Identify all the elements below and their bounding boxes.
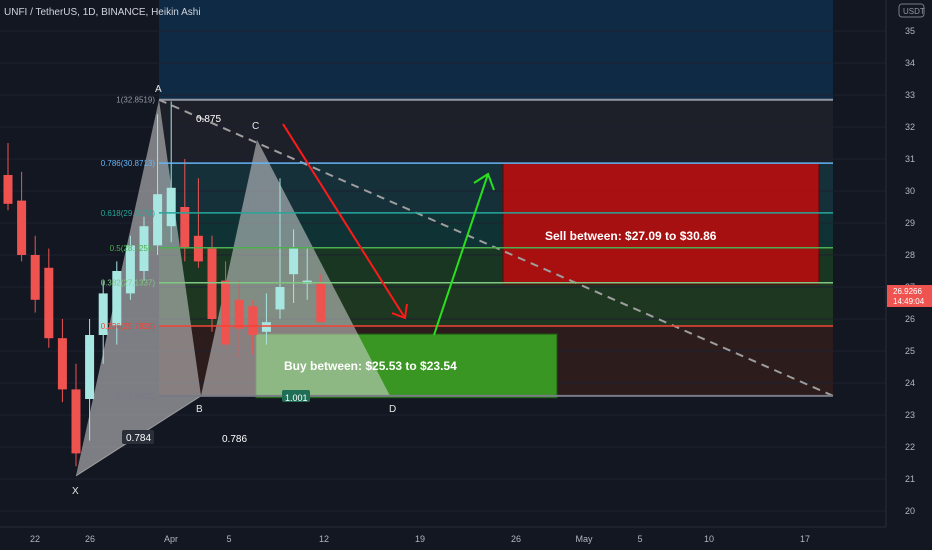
candle-body bbox=[3, 175, 13, 204]
time-axis[interactable]: 22 26 Apr 5 12 19 26 May 5 10 17 bbox=[30, 534, 810, 544]
fib-level-label: 0.618(29.3174) bbox=[101, 209, 156, 218]
candle-body bbox=[17, 200, 27, 255]
candle-body bbox=[180, 207, 190, 249]
ratio-box bbox=[122, 430, 154, 444]
fib-level-label: 0.786(30.8713) bbox=[101, 159, 156, 168]
price-tick-label: 23 bbox=[905, 410, 915, 420]
time-tick-label: 10 bbox=[704, 534, 714, 544]
current-price-tag bbox=[887, 285, 932, 307]
candle-body bbox=[85, 335, 95, 399]
price-tick-label: 32 bbox=[905, 122, 915, 132]
candle-body bbox=[234, 299, 244, 329]
price-tick-label: 20 bbox=[905, 506, 915, 516]
candle-body bbox=[139, 226, 149, 271]
candles bbox=[3, 101, 326, 467]
time-tick-label: Apr bbox=[164, 534, 178, 544]
time-tick-label: 5 bbox=[226, 534, 231, 544]
point-a-label: A bbox=[155, 84, 162, 95]
candle-body bbox=[316, 283, 326, 323]
currency-badge[interactable] bbox=[898, 3, 925, 18]
price-tick-label: 22 bbox=[905, 442, 915, 452]
candle-body bbox=[30, 255, 40, 300]
price-tick-label: 21 bbox=[905, 474, 915, 484]
point-d-label: D bbox=[389, 404, 396, 415]
sell-zone[interactable] bbox=[502, 162, 820, 285]
candle-body bbox=[57, 338, 67, 390]
candle-body bbox=[125, 245, 135, 294]
ratio-ab-label: 0.784 bbox=[126, 433, 151, 444]
current-price: 26.9266 bbox=[893, 287, 922, 296]
price-tick-label: 24 bbox=[905, 378, 915, 388]
candle-body bbox=[261, 322, 271, 332]
candle-body bbox=[193, 235, 203, 262]
price-tick-label: 28 bbox=[905, 250, 915, 260]
point-x-label: X bbox=[72, 486, 79, 497]
time-tick-label: 5 bbox=[637, 534, 642, 544]
ratio-bc-label: 0.786 bbox=[222, 434, 247, 445]
symbol-title: UNFI / TetherUS, 1D, BINANCE, Heikin Ash… bbox=[4, 7, 201, 18]
ratio-cd-label: 1.001 bbox=[285, 393, 308, 403]
fib-level-label: 0.236(25.7829) bbox=[101, 322, 156, 331]
candle-body bbox=[71, 389, 81, 454]
candle-body bbox=[112, 271, 122, 326]
price-tick-label: 31 bbox=[905, 154, 915, 164]
price-tick-label: 25 bbox=[905, 346, 915, 356]
candle-body bbox=[153, 194, 163, 246]
price-tick-label: 26 bbox=[905, 314, 915, 324]
candle-body bbox=[207, 248, 217, 319]
down-arrow bbox=[282, 123, 408, 320]
candle-body bbox=[98, 293, 108, 335]
point-c-label: C bbox=[252, 121, 259, 132]
time-tick-label: 26 bbox=[85, 534, 95, 544]
bar-countdown: 14:49:04 bbox=[893, 297, 925, 306]
price-axis[interactable]: 20212223242526272829303132333435 bbox=[905, 26, 915, 516]
candle-body bbox=[275, 287, 285, 310]
time-tick-label: 12 bbox=[319, 534, 329, 544]
time-tick-label: 17 bbox=[800, 534, 810, 544]
price-tick-label: 35 bbox=[905, 26, 915, 36]
currency-badge-label: USDT bbox=[903, 7, 925, 16]
price-tick-label: 34 bbox=[905, 58, 915, 68]
price-tick-label: 30 bbox=[905, 186, 915, 196]
fib-level-label: 0(23.5992) bbox=[116, 392, 155, 401]
up-arrow bbox=[433, 172, 495, 336]
candle-body bbox=[221, 280, 231, 345]
point-b-label: B bbox=[196, 404, 203, 415]
candle-body bbox=[44, 267, 54, 339]
time-tick-label: 26 bbox=[511, 534, 521, 544]
candle-body bbox=[248, 306, 258, 335]
price-tick-label: 29 bbox=[905, 218, 915, 228]
fib-level-label: 0.382(27.1337) bbox=[101, 279, 156, 288]
buy-zone-label: Buy between: $25.53 to $23.54 bbox=[284, 359, 457, 373]
fib-band bbox=[159, 99, 833, 164]
candle-body bbox=[289, 248, 299, 275]
fib-level-label: 0.5(28.2256) bbox=[110, 244, 156, 253]
fib-level-label: 1(32.8519) bbox=[116, 96, 155, 105]
candle-body bbox=[166, 187, 176, 227]
price-tick-label: 33 bbox=[905, 90, 915, 100]
ratio-box-d bbox=[282, 390, 310, 402]
time-tick-label: 19 bbox=[415, 534, 425, 544]
ratio-xa-label: 0.875 bbox=[196, 114, 221, 125]
sell-zone-label: Sell between: $27.09 to $30.86 bbox=[545, 229, 717, 243]
fib-top-region bbox=[159, 0, 833, 100]
time-tick-label: 22 bbox=[30, 534, 40, 544]
fib-lines: 1(32.8519) 0.786(30.8713) 0.618(29.3174) 0.… bbox=[101, 96, 833, 401]
time-tick-label: May bbox=[575, 534, 593, 544]
